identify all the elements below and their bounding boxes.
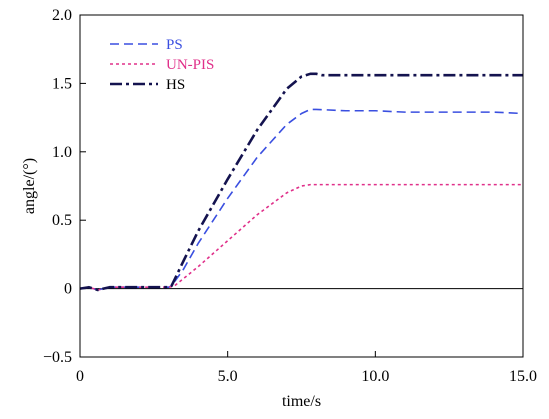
series-line-un-pis	[79, 183, 523, 291]
legend-label: UN-PIS	[166, 57, 214, 73]
legend: PS UN-PIS HS	[110, 37, 214, 93]
legend-label: PS	[166, 37, 183, 53]
y-tick-label: −0.5	[43, 349, 72, 366]
y-tick-label: 1.0	[52, 144, 72, 161]
x-axis-title: time/s	[282, 393, 321, 410]
y-tick-label: 0	[64, 281, 72, 298]
legend-label: HS	[166, 77, 185, 93]
series-line-hs	[79, 72, 523, 292]
x-tick-label: 15.0	[509, 368, 537, 385]
y-tick-label: 1.5	[52, 75, 72, 92]
x-tick-label: 0	[76, 368, 84, 385]
x-tick-label: 10.0	[361, 368, 389, 385]
ticks-layer	[79, 14, 524, 358]
y-axis-title: angle/(°)	[21, 158, 38, 214]
series-line-ps	[79, 108, 524, 291]
x-tick-label: 5.0	[218, 368, 238, 385]
y-tick-label: 0.5	[52, 212, 72, 229]
series-layer	[79, 72, 524, 292]
labels-layer: −0.500.51.01.52.00 5.0 10.0 15.0	[43, 7, 537, 385]
y-tick-label: 2.0	[52, 7, 72, 24]
plot-frame	[79, 14, 524, 358]
